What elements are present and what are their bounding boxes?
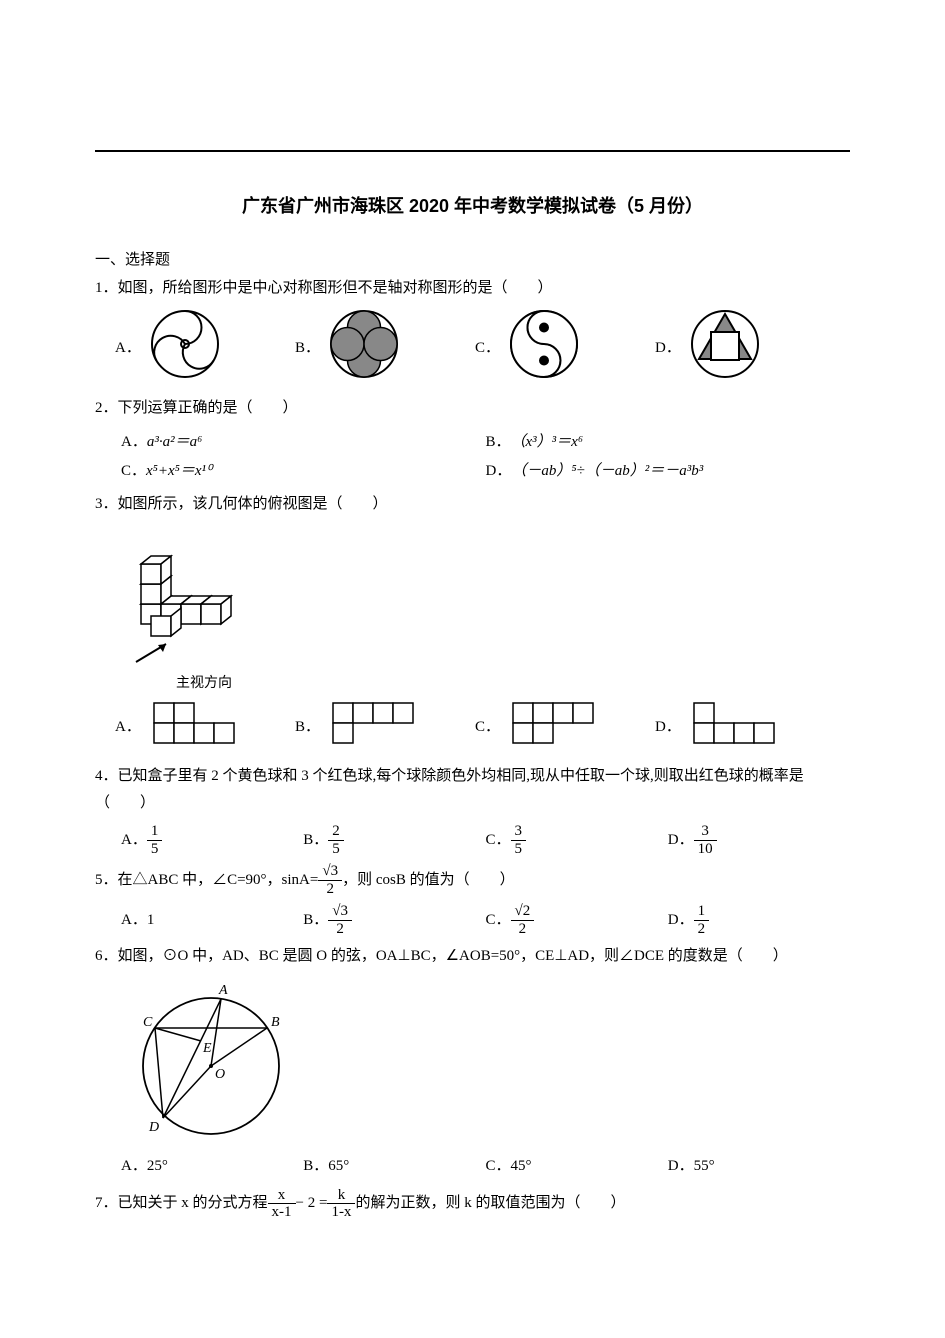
q5-stem-post: ，则 cosB 的值为（ ） bbox=[342, 867, 515, 894]
q3-stem: 3．如图所示，该几何体的俯视图是（ ） bbox=[95, 496, 388, 512]
q1-options: A． B． C． bbox=[115, 308, 850, 385]
q6-options: A．25° B．65° C．45° D．55° bbox=[121, 1152, 850, 1181]
q3-optB-label: B． bbox=[295, 715, 320, 736]
q4-optC: C．35 bbox=[486, 823, 668, 857]
q1-optD-label: D． bbox=[655, 336, 681, 357]
q1: 1．如图，所给图形中是中心对称图形但不是轴对称图形的是（ ） bbox=[95, 275, 850, 302]
q1-optC-label: C． bbox=[475, 336, 500, 357]
q3-optD-icon bbox=[689, 698, 779, 753]
q6-optD: D．55° bbox=[668, 1152, 850, 1181]
q6-stem: 6．如图，⊙O 中，AD、BC 是圆 O 的弦，OA⊥BC，∠AOB=50°，C… bbox=[95, 948, 788, 964]
q6-optA: A．25° bbox=[121, 1152, 303, 1181]
q4-optA: A．15 bbox=[121, 823, 303, 857]
q5-optA: A．1 bbox=[121, 903, 303, 937]
svg-text:O: O bbox=[215, 1067, 225, 1082]
svg-text:A: A bbox=[218, 983, 228, 998]
q2-options: A．a³·a²＝a⁶ B．（x³）³＝x⁶ C．x⁵+x⁵＝x¹⁰ D．（－ab… bbox=[121, 428, 850, 485]
q3-solid-icon: 主视方向 bbox=[121, 524, 850, 692]
q3-optD-label: D． bbox=[655, 715, 681, 736]
q3-optC-icon bbox=[508, 698, 598, 753]
q3-optB-icon bbox=[328, 698, 418, 753]
q6: 6．如图，⊙O 中，AD、BC 是圆 O 的弦，OA⊥BC，∠AOB=50°，C… bbox=[95, 943, 850, 970]
q7: 7．已知关于 x 的分式方程 xx-1 − 2 = k1-x 的解为正数，则 k… bbox=[95, 1187, 850, 1221]
q2-optA: A．a³·a²＝a⁶ bbox=[121, 428, 486, 457]
q4-optB: B．25 bbox=[303, 823, 485, 857]
doc-title: 广东省广州市海珠区 2020 年中考数学模拟试卷（5 月份） bbox=[95, 192, 850, 218]
q3: 3．如图所示，该几何体的俯视图是（ ） bbox=[95, 491, 850, 518]
q3-optA-icon bbox=[149, 698, 239, 753]
q1-stem: 1．如图，所给图形中是中心对称图形但不是轴对称图形的是（ ） bbox=[95, 280, 553, 296]
svg-text:E: E bbox=[202, 1041, 212, 1056]
q3-view-label: 主视方向 bbox=[176, 672, 850, 692]
q1-optA-icon bbox=[149, 308, 221, 385]
q5: 5．在△ABC 中，∠C=90°，sinA= √32 ，则 cosB 的值为（ … bbox=[95, 863, 850, 897]
q6-diagram-icon: A C B D E O bbox=[121, 976, 850, 1146]
svg-text:B: B bbox=[271, 1015, 280, 1030]
svg-text:C: C bbox=[143, 1015, 153, 1030]
svg-text:D: D bbox=[148, 1120, 159, 1135]
section1-head: 一、选择题 bbox=[95, 248, 850, 269]
q3-optA-label: A． bbox=[115, 715, 141, 736]
q7-stem-post: 的解为正数，则 k 的取值范围为（ ） bbox=[355, 1190, 625, 1217]
q1-optA-label: A． bbox=[115, 336, 141, 357]
top-rule bbox=[95, 150, 850, 152]
q5-optC: C．√22 bbox=[486, 903, 668, 937]
q3-arrow-icon bbox=[131, 639, 850, 672]
q3-optC-label: C． bbox=[475, 715, 500, 736]
q4-stem: 4．已知盒子里有 2 个黄色球和 3 个红色球,每个球除颜色外均相同,现从中任取… bbox=[95, 768, 804, 811]
q2-stem: 2．下列运算正确的是（ ） bbox=[95, 400, 298, 416]
q1-optB-label: B． bbox=[295, 336, 320, 357]
q1-optC-icon bbox=[508, 308, 580, 385]
q6-optC: C．45° bbox=[486, 1152, 668, 1181]
q2: 2．下列运算正确的是（ ） bbox=[95, 395, 850, 422]
q7-stem-pre: 7．已知关于 x 的分式方程 bbox=[95, 1190, 268, 1217]
q1-optD-icon bbox=[689, 308, 761, 385]
q6-optB: B．65° bbox=[303, 1152, 485, 1181]
q4-optD: D．310 bbox=[668, 823, 850, 857]
q7-mid: − 2 = bbox=[296, 1190, 328, 1217]
q5-optD: D．12 bbox=[668, 903, 850, 937]
q2-optD: D．（－ab）⁵÷（－ab）²＝－a³b³ bbox=[486, 457, 851, 486]
q5-options: A．1 B．√32 C．√22 D．12 bbox=[121, 903, 850, 937]
q2-optC: C．x⁵+x⁵＝x¹⁰ bbox=[121, 457, 486, 486]
q4: 4．已知盒子里有 2 个黄色球和 3 个红色球,每个球除颜色外均相同,现从中任取… bbox=[95, 763, 850, 817]
q5-stem-pre: 5．在△ABC 中，∠C=90°，sinA= bbox=[95, 867, 318, 894]
q4-options: A．15 B．25 C．35 D．310 bbox=[121, 823, 850, 857]
q1-optB-icon bbox=[328, 308, 400, 385]
q2-optB: B．（x³）³＝x⁶ bbox=[486, 428, 851, 457]
q5-optB: B．√32 bbox=[303, 903, 485, 937]
page-container: 广东省广州市海珠区 2020 年中考数学模拟试卷（5 月份） 一、选择题 1．如… bbox=[0, 0, 945, 1267]
q3-options: A． B． C． bbox=[115, 698, 850, 753]
